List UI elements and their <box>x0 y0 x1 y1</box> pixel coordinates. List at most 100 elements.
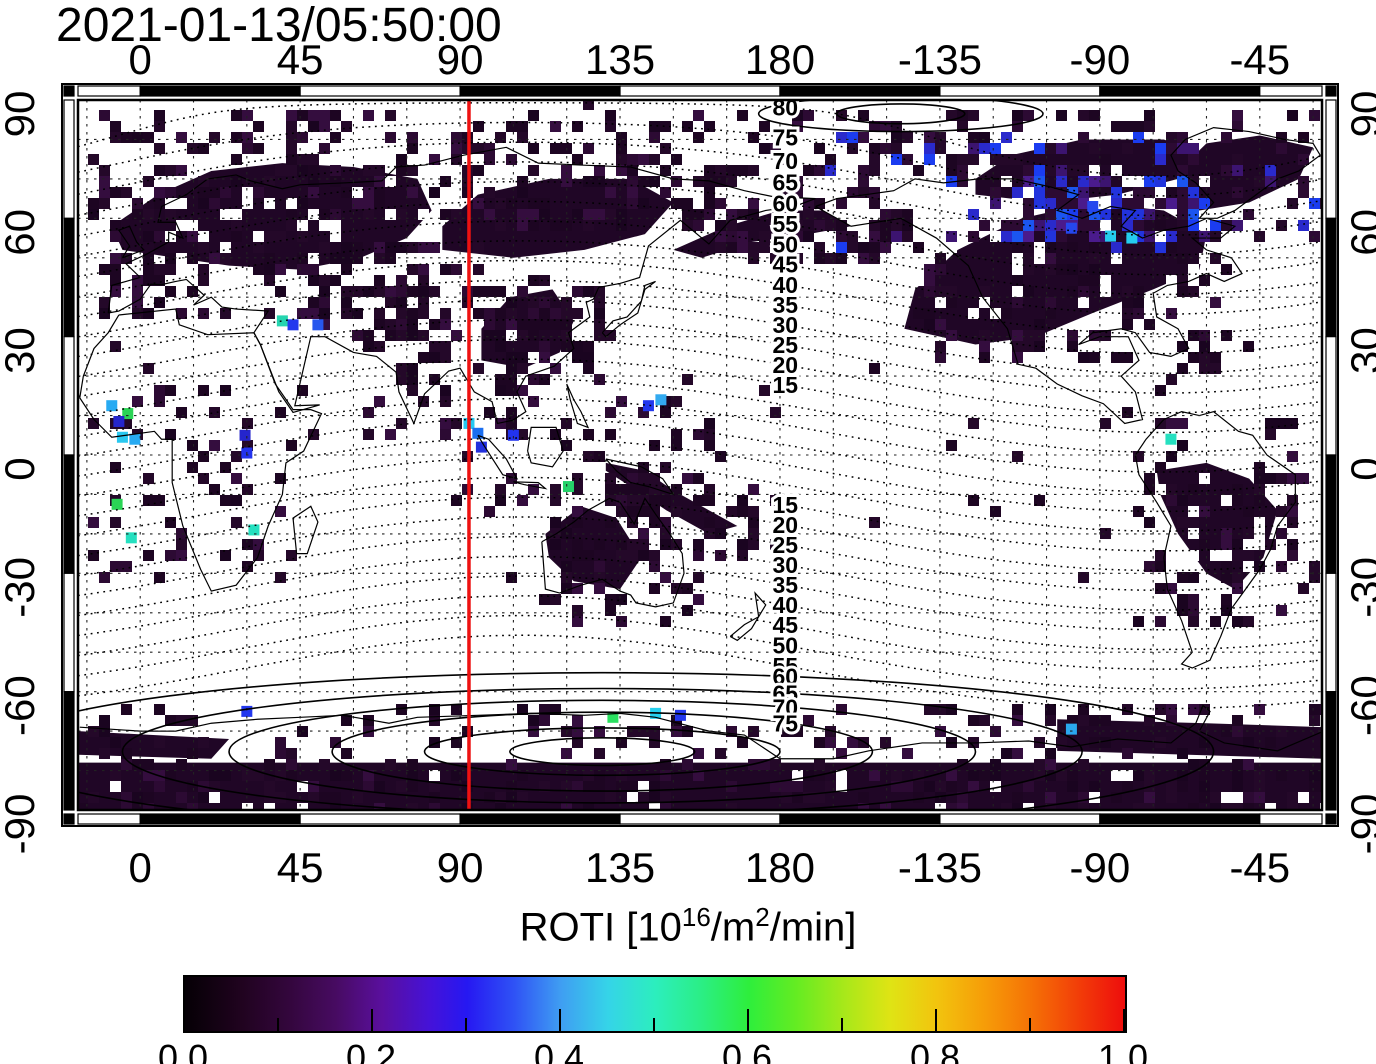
data-cell <box>572 484 583 495</box>
data-cell <box>1177 517 1188 528</box>
data-cell <box>1232 803 1243 810</box>
data-cell-highlight <box>1065 723 1077 735</box>
data-cell <box>1045 264 1056 275</box>
data-cell <box>572 583 583 594</box>
data-cell-highlight <box>116 431 128 443</box>
data-cell <box>825 220 836 231</box>
data-cell <box>1232 572 1243 583</box>
data-cell <box>352 792 363 803</box>
data-cell <box>792 176 803 187</box>
data-cell <box>1177 495 1188 506</box>
data-cell <box>121 704 132 715</box>
data-cell <box>1089 792 1100 803</box>
data-cell <box>594 561 605 572</box>
data-cell <box>396 209 407 220</box>
data-cell <box>605 209 616 220</box>
south-pole-contour-ring <box>78 671 1215 810</box>
data-cell <box>1276 561 1287 572</box>
data-cell <box>132 759 143 770</box>
contour-line <box>78 634 1322 710</box>
data-cell <box>704 165 715 176</box>
frame-stripe <box>939 813 1101 825</box>
data-cell <box>297 110 308 121</box>
data-cell <box>484 286 495 297</box>
data-cell <box>693 429 704 440</box>
data-cell <box>1265 803 1276 810</box>
data-cell <box>1276 770 1287 781</box>
data-cell <box>1265 418 1276 429</box>
data-cell <box>924 275 935 286</box>
data-cell <box>1276 517 1287 528</box>
data-cell <box>198 242 209 253</box>
data-cell <box>1089 176 1100 187</box>
data-cell <box>935 704 946 715</box>
data-cell <box>1276 484 1287 495</box>
data-cell <box>473 165 484 176</box>
data-cell <box>1210 803 1221 810</box>
data-cell <box>990 231 1001 242</box>
data-cell <box>308 209 319 220</box>
data-cell <box>198 451 209 462</box>
data-cell <box>484 330 495 341</box>
data-cell <box>605 473 616 484</box>
data-cell <box>1045 231 1056 242</box>
frame-stripe <box>1325 336 1337 456</box>
axis-tick-label: -30 <box>0 557 43 618</box>
data-cell <box>572 308 583 319</box>
axis-tick-label: 0 <box>129 36 152 83</box>
data-cell <box>451 143 462 154</box>
data-cell <box>88 792 99 803</box>
data-cell <box>506 352 517 363</box>
data-cell <box>165 209 176 220</box>
data-cell <box>528 484 539 495</box>
data-cell <box>979 330 990 341</box>
data-cell <box>1287 495 1298 506</box>
data-cell <box>550 484 561 495</box>
data-cell <box>308 165 319 176</box>
data-cell <box>1122 407 1133 418</box>
data-cell <box>550 363 561 374</box>
data-cell <box>451 770 462 781</box>
data-cell <box>1067 165 1078 176</box>
data-cell <box>132 286 143 297</box>
data-cell <box>1078 352 1089 363</box>
data-cell <box>1309 781 1320 792</box>
data-cell <box>220 495 231 506</box>
data-cell <box>1045 165 1056 176</box>
data-cell <box>143 363 154 374</box>
data-cell <box>121 418 132 429</box>
data-cell <box>1034 330 1045 341</box>
data-cell <box>561 341 572 352</box>
data-cell <box>968 715 979 726</box>
data-cell <box>517 187 528 198</box>
data-cell <box>1045 253 1056 264</box>
data-cell <box>539 297 550 308</box>
data-cell-highlight <box>129 433 141 445</box>
data-cell <box>341 242 352 253</box>
data-cell <box>1243 550 1254 561</box>
data-cell <box>528 275 539 286</box>
axis-tick-label: -90 <box>0 794 43 855</box>
data-cell <box>1056 187 1067 198</box>
data-cell <box>1056 770 1067 781</box>
data-cell <box>451 495 462 506</box>
data-cell <box>847 187 858 198</box>
data-cell <box>220 770 231 781</box>
data-cell <box>627 550 638 561</box>
data-cell <box>517 704 528 715</box>
data-cell <box>374 165 385 176</box>
data-cell <box>1166 374 1177 385</box>
data-cell <box>341 770 352 781</box>
colorbar-tick <box>1029 1018 1031 1031</box>
data-cell <box>715 748 726 759</box>
data-cell <box>869 253 880 264</box>
data-cell <box>814 737 825 748</box>
data-cell <box>209 484 220 495</box>
data-cell <box>319 308 330 319</box>
data-cell <box>902 220 913 231</box>
data-cell <box>836 704 847 715</box>
colorbar-tick-label: 0.2 <box>345 1037 397 1064</box>
data-cell <box>1023 341 1034 352</box>
data-cell <box>1034 176 1045 187</box>
data-cell <box>979 770 990 781</box>
